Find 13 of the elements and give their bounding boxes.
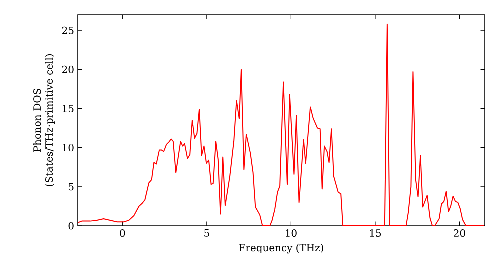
y-tick-label: 15: [63, 104, 74, 113]
y-axis-title: Phonon DOS (States/THz·primitive cell): [33, 54, 55, 186]
y-tick-label: 20: [62, 66, 74, 74]
y-tick-label: 5: [68, 183, 74, 191]
y-tick-label: 25: [62, 26, 74, 34]
y-tick-label: 0: [68, 222, 74, 230]
x-tick-label: 10: [286, 230, 297, 238]
x-axis-title: Frequency (THz): [239, 244, 324, 254]
x-tick-label: 0: [120, 230, 126, 238]
x-tick-label: 20: [454, 230, 466, 238]
x-tick-label: 15: [370, 230, 382, 238]
y-tick-label: 10: [63, 144, 74, 152]
x-tick-label: 5: [204, 230, 210, 237]
